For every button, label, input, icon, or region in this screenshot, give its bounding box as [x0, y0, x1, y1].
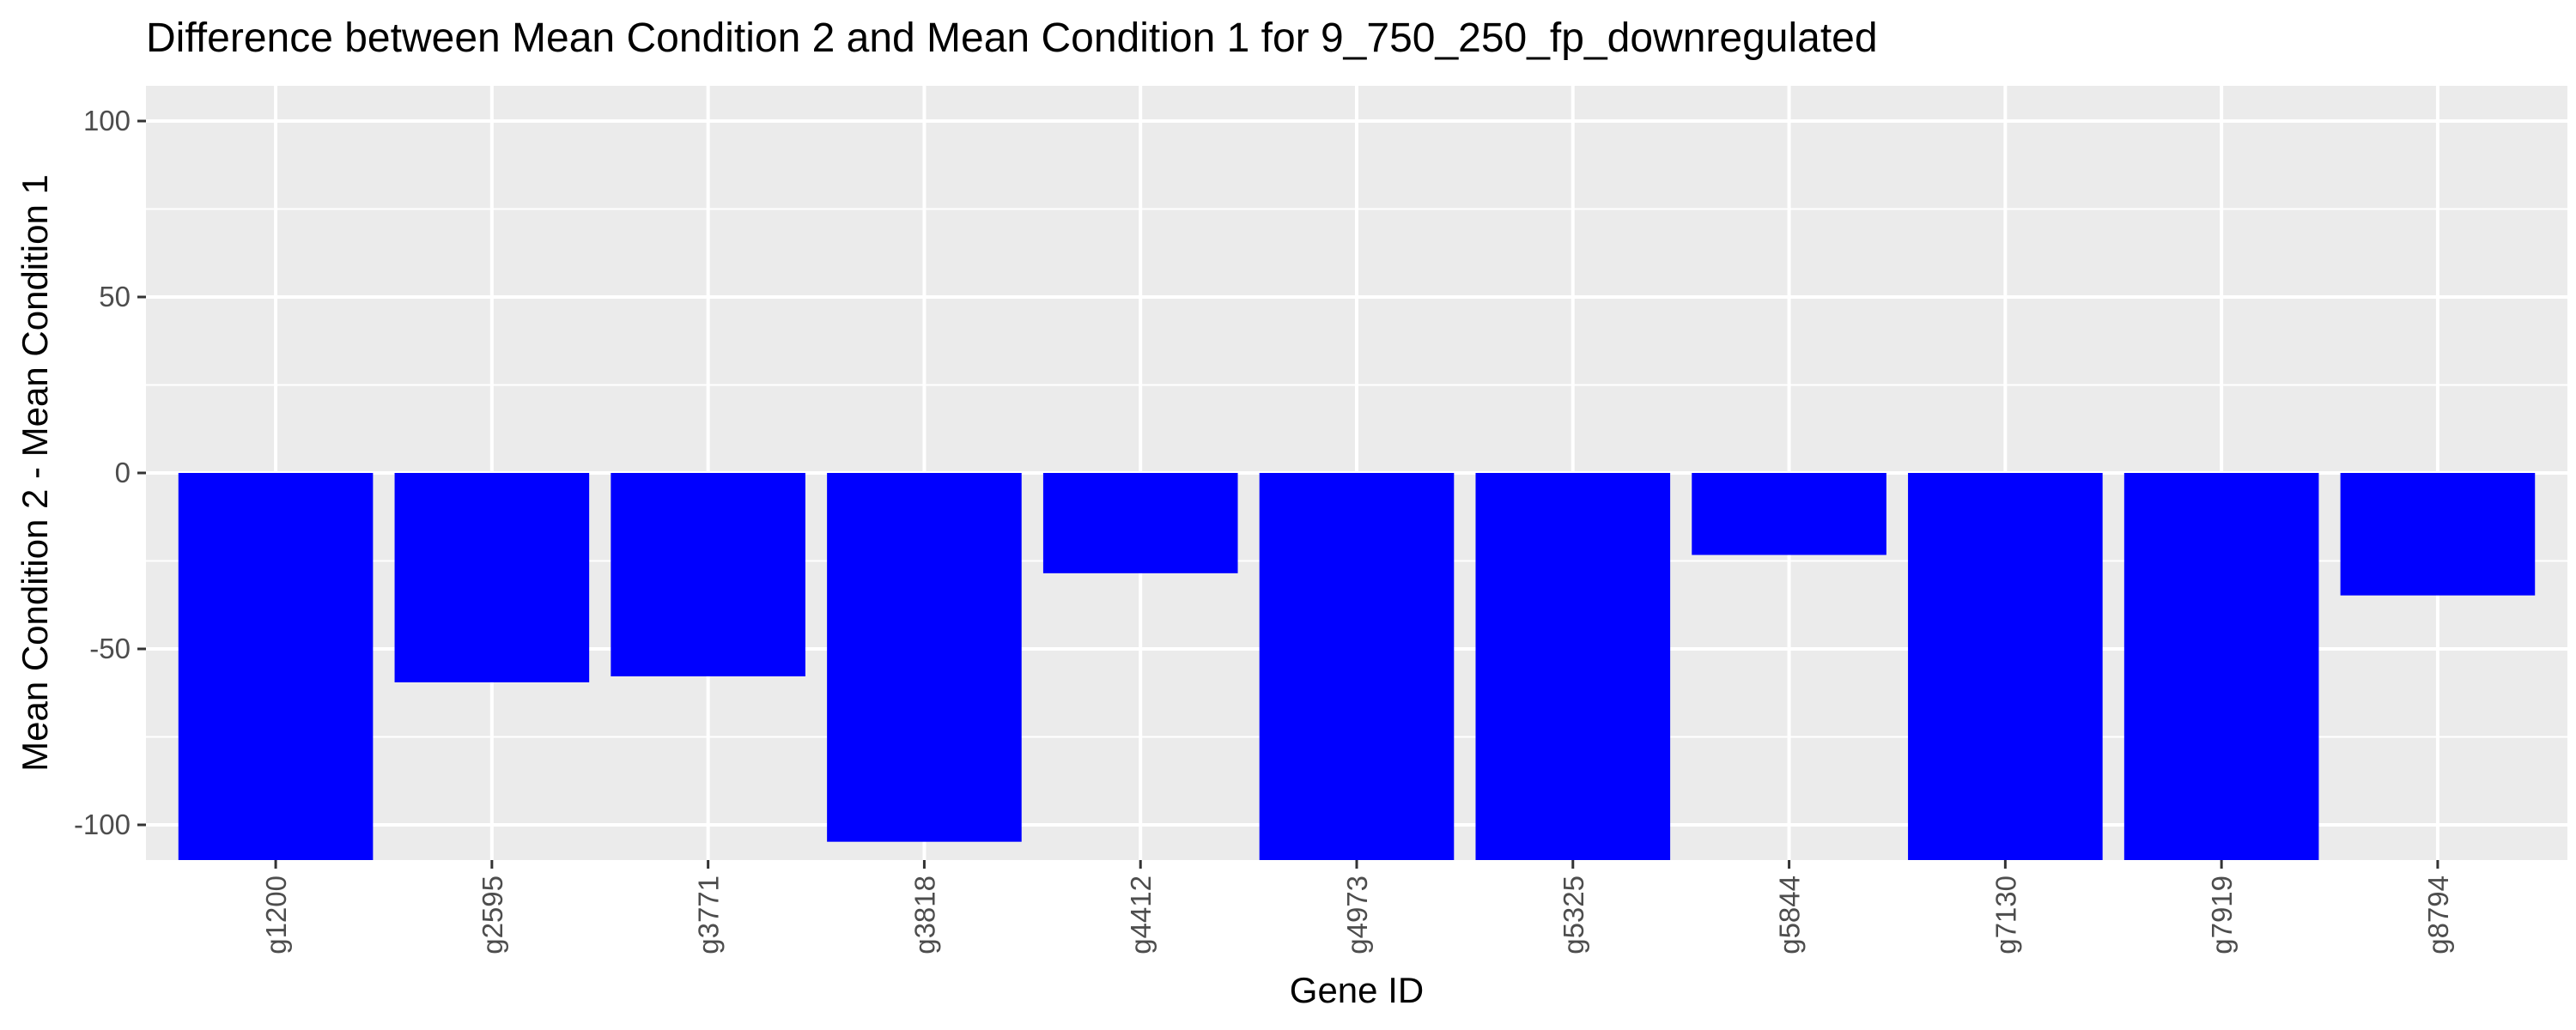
y-tick-label: 100	[83, 105, 131, 136]
x-tick-label: g7130	[1990, 876, 2021, 954]
x-tick-label: g8794	[2422, 876, 2454, 954]
bar-g1200	[178, 473, 374, 860]
y-axis: -100 -50 0 50 100	[74, 105, 146, 840]
x-tick-label: g3771	[693, 876, 725, 954]
x-tick-label: g3818	[908, 876, 940, 954]
bar-g7919	[2123, 473, 2319, 860]
x-tick-label: g2595	[477, 876, 508, 954]
bar-g5325	[1475, 473, 1671, 860]
x-axis: g1200 g2595 g3771 g3818 g4412 g4973 g5325 g5844…	[260, 860, 2454, 954]
x-tick-label: g7919	[2206, 876, 2238, 954]
bar-g5844	[1692, 473, 1886, 555]
bar-g3818	[827, 473, 1022, 842]
bar-g2595	[394, 473, 590, 682]
x-tick-label: g4412	[1125, 876, 1157, 954]
bars	[178, 473, 2536, 860]
bar-g7130	[1908, 473, 2103, 860]
bar-g3771	[611, 473, 805, 676]
y-tick-label: 50	[99, 281, 131, 312]
x-axis-title: Gene ID	[1290, 970, 1424, 1010]
x-tick-label: g1200	[260, 876, 292, 954]
bar-g4412	[1042, 473, 1238, 573]
x-tick-label: g4973	[1341, 876, 1373, 954]
y-tick-label: -100	[74, 809, 131, 840]
y-tick-label: 0	[115, 457, 131, 488]
bar-g8794	[2340, 473, 2536, 596]
chart-title: Difference between Mean Condition 2 and …	[146, 15, 1878, 61]
x-tick-label: g5325	[1558, 876, 1589, 954]
y-tick-label: -50	[89, 633, 131, 664]
y-axis-title: Mean Condition 2 - Mean Condition 1	[15, 174, 55, 772]
x-tick-label: g5844	[1774, 876, 1806, 954]
bar-g4973	[1259, 473, 1455, 860]
